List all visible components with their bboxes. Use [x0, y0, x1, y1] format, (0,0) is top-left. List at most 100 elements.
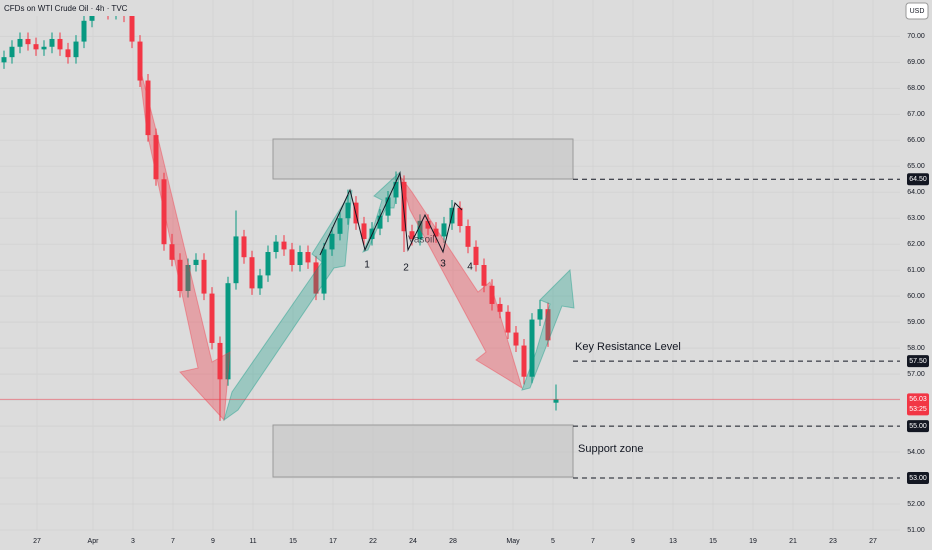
candle-body — [457, 207, 463, 227]
level-tag — [907, 472, 929, 485]
x-tick-label: 5 — [551, 538, 555, 545]
wave-number: 3 — [440, 259, 446, 270]
title-bg — [0, 0, 150, 16]
annotation: Support zone — [578, 443, 643, 455]
candle-body — [481, 265, 487, 286]
y-tick-label: 66.00 — [907, 137, 925, 144]
x-tick-label: 22 — [369, 538, 377, 545]
candle-body — [257, 275, 263, 289]
level-tag — [907, 173, 929, 186]
y-tick-label: 62.00 — [907, 241, 925, 248]
wave-number: 2 — [403, 263, 409, 274]
candle-body — [273, 241, 279, 253]
candle-body — [425, 220, 431, 229]
x-tick-label: 24 — [409, 538, 417, 545]
candle-body — [73, 41, 79, 58]
candle-body — [337, 218, 343, 234]
candle-body — [17, 38, 23, 47]
candles — [1, 0, 559, 421]
wave-number: 1 — [364, 260, 370, 271]
candle-body — [361, 223, 367, 240]
candle-body — [313, 262, 319, 294]
level-tag — [907, 420, 929, 433]
candle-body — [169, 244, 175, 260]
down-arrow — [137, 59, 231, 422]
candle-body — [441, 223, 447, 237]
last-price-label: 56.03 — [909, 396, 927, 403]
y-tick-label: 70.00 — [907, 33, 925, 40]
currency-box[interactable] — [905, 2, 929, 20]
x-tick-label: Apr — [88, 538, 100, 545]
candle-body — [297, 252, 303, 265]
candle-body — [305, 252, 311, 263]
candle-body — [473, 246, 479, 265]
candle-body — [489, 285, 495, 304]
annotation: Key Resistance Level — [575, 341, 681, 353]
level-label: 57.50 — [909, 358, 927, 365]
x-tick-label: 9 — [631, 538, 635, 545]
candle-body — [249, 257, 255, 289]
y-tick-label: 67.00 — [907, 111, 925, 118]
y-tick-label: 61.00 — [907, 267, 925, 274]
candle-body — [529, 319, 535, 377]
candle-body — [225, 283, 231, 380]
candle-body — [433, 228, 439, 237]
candle-body — [497, 303, 503, 312]
support-box — [272, 424, 574, 478]
candle-body — [193, 259, 199, 265]
candle-body — [65, 49, 71, 58]
candle-body — [537, 309, 543, 320]
x-tick-label: 19 — [749, 538, 757, 545]
y-tick-label: 68.00 — [907, 85, 925, 92]
candle-body — [377, 215, 383, 229]
x-tick-label: 27 — [869, 538, 877, 545]
candle-body — [9, 46, 15, 58]
y-tick-label: 57.00 — [907, 371, 925, 378]
candle-body — [201, 259, 207, 294]
candle-body — [545, 309, 551, 341]
up-arrow — [521, 268, 575, 391]
x-tick-label: 7 — [171, 538, 175, 545]
resistance-box — [272, 138, 574, 180]
candle-body — [209, 293, 215, 343]
wave-line — [319, 171, 463, 256]
candle-body — [265, 252, 271, 276]
candle-body — [513, 332, 519, 346]
candle-body — [33, 44, 39, 50]
level-label: 55.00 — [909, 423, 927, 430]
candle-body — [81, 20, 87, 42]
candle-body — [233, 236, 239, 284]
candle-body — [393, 181, 399, 198]
grid — [0, 0, 900, 530]
candle-body — [41, 46, 47, 50]
level-tag — [907, 355, 929, 368]
candle-body — [161, 179, 167, 245]
wave-number: 4 — [467, 262, 473, 273]
candle-body — [1, 57, 7, 63]
y-tick-label: 65.00 — [907, 163, 925, 170]
y-tick-label: 51.00 — [907, 527, 925, 534]
x-tick-label: 23 — [829, 538, 837, 545]
y-tick-label: 59.00 — [907, 319, 925, 326]
y-tick-label: 54.00 — [907, 449, 925, 456]
candle-body — [137, 41, 143, 81]
x-tick-label: 13 — [669, 538, 677, 545]
candle-body — [177, 259, 183, 291]
x-tick-label: 3 — [131, 538, 135, 545]
countdown: 53:25 — [909, 406, 927, 413]
level-label: 53.00 — [909, 475, 927, 482]
candle-body — [401, 181, 407, 232]
up-arrow — [223, 189, 353, 422]
last-price-tag — [907, 393, 929, 416]
candle-body — [521, 345, 527, 377]
price-axis — [900, 0, 932, 550]
y-tick-label: 58.00 — [907, 345, 925, 352]
y-tick-label: 63.00 — [907, 215, 925, 222]
watermark: Vasoil — [408, 235, 435, 246]
candle-body — [385, 197, 391, 216]
candle-body — [321, 249, 327, 294]
x-tick-label: 11 — [249, 538, 256, 545]
x-tick-label: 17 — [329, 538, 337, 545]
down-arrow — [399, 175, 523, 390]
candle-body — [241, 236, 247, 258]
